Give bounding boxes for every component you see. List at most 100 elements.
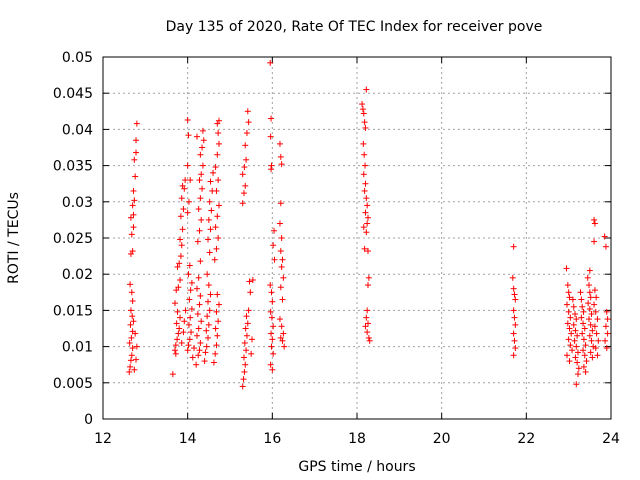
data-point [574, 349, 581, 356]
data-point [587, 349, 594, 356]
data-point [182, 177, 189, 184]
y-tick-label: 0 [84, 412, 93, 428]
data-point [184, 162, 191, 169]
data-point [193, 332, 200, 339]
data-point [239, 200, 246, 207]
data-point [586, 289, 593, 296]
data-point [361, 245, 368, 252]
data-point [175, 284, 182, 291]
data-point [594, 316, 601, 323]
data-point [204, 334, 211, 341]
data-point [587, 294, 594, 301]
data-point [130, 187, 137, 194]
data-point [243, 156, 250, 163]
data-point [271, 256, 278, 263]
data-point [204, 298, 211, 305]
x-tick-label: 16 [263, 431, 281, 447]
data-point [214, 151, 221, 158]
data-point [267, 133, 274, 140]
data-point [197, 292, 204, 299]
data-point [279, 296, 286, 303]
y-tick-labels: 0 0.005 0.01 0.015 0.02 0.025 0.03 0.035 0.04 0.0… [53, 50, 93, 428]
data-point [213, 187, 220, 194]
data-point [174, 263, 181, 270]
data-point [243, 130, 250, 137]
y-tick-label: 0.05 [62, 50, 93, 66]
data-point [131, 156, 138, 163]
y-tick-label: 0.04 [62, 122, 93, 138]
data-point [592, 345, 599, 352]
data-point [563, 352, 570, 359]
data-point [248, 350, 255, 357]
data-point [129, 345, 136, 352]
y-tick-label: 0.02 [62, 267, 93, 283]
data-point [267, 282, 274, 289]
data-point [579, 330, 586, 337]
data-point [187, 314, 194, 321]
data-point [268, 115, 275, 122]
data-point [188, 329, 195, 336]
chart-title: Day 135 of 2020, Rate Of TEC Index for r… [166, 19, 543, 35]
data-point [131, 197, 138, 204]
data-point [268, 314, 275, 321]
y-tick-label: 0.01 [62, 340, 93, 356]
data-point [213, 308, 220, 315]
data-point [578, 314, 585, 321]
data-point [362, 209, 369, 216]
data-point [512, 296, 519, 303]
data-point [585, 300, 592, 307]
data-point [193, 133, 200, 140]
y-tick-label: 0.035 [53, 159, 93, 175]
data-point [128, 352, 135, 359]
x-tick-label: 12 [94, 431, 112, 447]
data-point [188, 279, 195, 286]
data-point [586, 267, 593, 274]
data-point [361, 151, 368, 158]
data-point [212, 224, 219, 231]
data-point [133, 356, 140, 363]
data-point [565, 289, 572, 296]
data-point [242, 142, 249, 149]
data-point [578, 296, 585, 303]
y-axis-label: ROTI / TECUs [6, 192, 22, 284]
data-point [246, 278, 253, 285]
data-point [241, 164, 248, 171]
data-point [193, 361, 200, 368]
data-point [572, 311, 579, 318]
data-point [204, 271, 211, 278]
data-points [126, 59, 611, 390]
y-tick-label: 0.045 [53, 86, 93, 102]
data-point [579, 303, 586, 310]
data-point [241, 368, 248, 375]
data-point [571, 337, 578, 344]
data-point [243, 313, 250, 320]
data-point [131, 366, 138, 373]
data-point [208, 207, 215, 214]
data-point [269, 366, 276, 373]
data-point [128, 334, 135, 341]
data-point [126, 339, 133, 346]
data-point [215, 202, 222, 209]
data-point [580, 363, 587, 370]
data-point [126, 368, 133, 375]
data-point [360, 110, 367, 117]
data-point [178, 242, 185, 249]
data-point [178, 339, 185, 346]
data-point [195, 206, 202, 213]
y-tick-label: 0.025 [53, 231, 93, 247]
data-point [586, 305, 593, 312]
data-point [172, 350, 179, 357]
data-point [365, 274, 372, 281]
data-point [363, 195, 370, 202]
data-point [511, 314, 518, 321]
data-point [572, 327, 579, 334]
data-point [362, 323, 369, 330]
data-point [566, 325, 573, 332]
data-point [240, 354, 247, 361]
x-axis-label: GPS time / hours [298, 459, 415, 475]
data-point [241, 339, 248, 346]
data-point [277, 153, 284, 160]
data-point [593, 294, 600, 301]
data-point [200, 137, 207, 144]
data-point [594, 352, 601, 359]
